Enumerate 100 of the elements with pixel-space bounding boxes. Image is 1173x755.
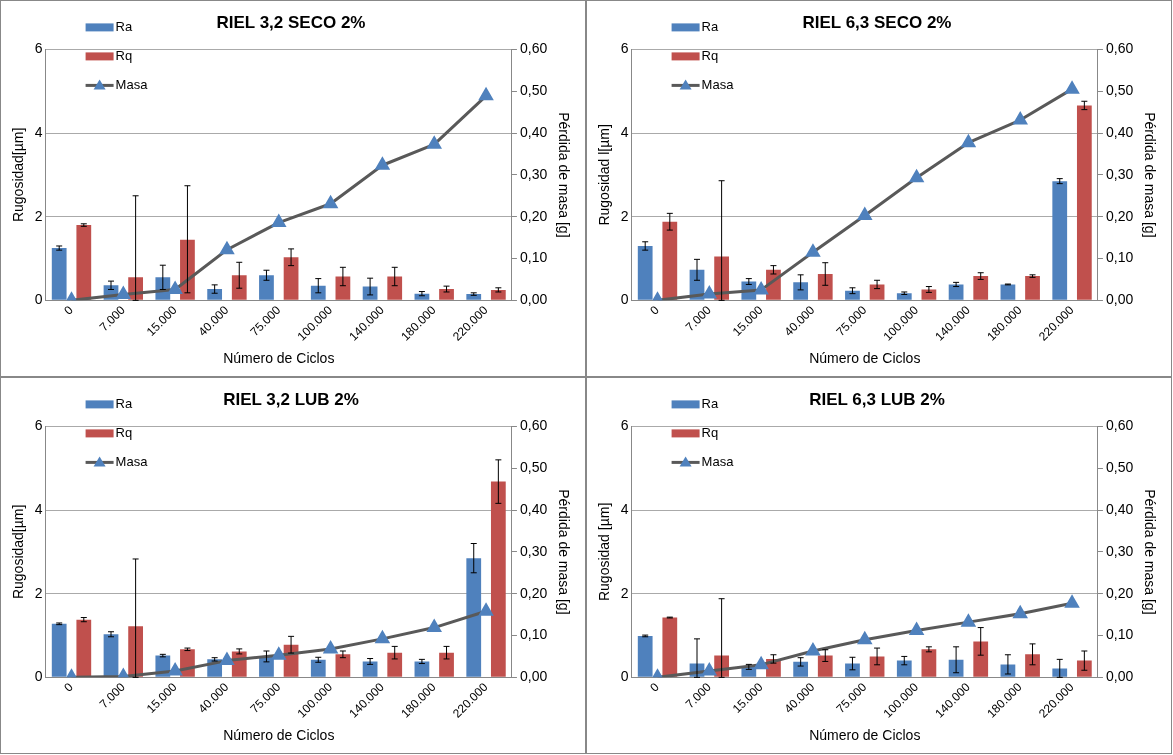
y2-tick-label: 0,10 (519, 626, 548, 643)
y2-tick-label: 0,50 (519, 459, 548, 476)
bar (76, 619, 92, 677)
legend-label: Masa (701, 76, 735, 92)
bar (362, 661, 378, 677)
y-tick-label: 4 (34, 500, 43, 517)
legend-label: Ra (115, 395, 133, 411)
bar (490, 481, 506, 677)
bar (414, 661, 430, 677)
y2-tick-label: 0,40 (519, 500, 548, 517)
y-axis-title: Rugosidad [µm] (596, 502, 613, 602)
y-tick-label: 4 (620, 123, 629, 140)
bar (817, 655, 833, 677)
bar (845, 663, 860, 677)
bar (387, 276, 403, 300)
bar (231, 275, 247, 300)
chart-title: RIEL 6,3 SECO 2% (802, 12, 952, 32)
y2-tick-label: 0,50 (1105, 82, 1134, 99)
bar (793, 282, 809, 300)
x-axis-title: Número de Ciclos (223, 350, 335, 367)
legend-label: Ra (115, 18, 133, 34)
y-axis-title: Rugosidad[µm] (10, 504, 27, 600)
bar (948, 284, 964, 300)
bar (207, 289, 223, 300)
y2-tick-label: 0,60 (1105, 40, 1134, 57)
bar (1076, 105, 1092, 300)
x-axis-title: Número de Ciclos (223, 727, 335, 744)
chart-title: RIEL 6,3 LUB 2% (809, 389, 945, 409)
y-tick-label: 6 (34, 417, 43, 434)
y2-tick-label: 0,10 (1105, 626, 1134, 643)
bar (896, 293, 912, 300)
y2-tick-label: 0,00 (519, 668, 548, 685)
bar (1025, 654, 1040, 677)
bar (283, 257, 299, 300)
bar (335, 654, 351, 677)
bar (439, 652, 454, 677)
bar (466, 294, 482, 300)
x-axis-title: Número de Ciclos (809, 350, 921, 367)
x-tick-label: 0 (647, 679, 663, 695)
bar (817, 274, 833, 300)
bar (387, 652, 403, 677)
y2-tick-label: 0,20 (519, 207, 548, 224)
bar (1052, 181, 1068, 300)
chart-title: RIEL 3,2 LUB 2% (223, 389, 359, 409)
y2-tick-label: 0,00 (1105, 668, 1134, 685)
y-axis-title: Rugosidad[µm] (10, 127, 27, 223)
x-axis-title: Número de Ciclos (809, 727, 921, 744)
y2-axis-title: Pérdida de masa [g] (555, 112, 572, 238)
y-tick-label: 4 (620, 500, 629, 517)
bar (310, 285, 326, 300)
y2-tick-label: 0,40 (519, 123, 548, 140)
legend-label: Rq (115, 424, 133, 440)
y-tick-label: 6 (620, 40, 629, 57)
bar (793, 661, 809, 677)
y2-tick-label: 0,30 (519, 165, 548, 182)
y2-tick-label: 0,40 (1105, 123, 1134, 140)
y-tick-label: 6 (34, 40, 43, 57)
bar (310, 659, 326, 677)
y2-tick-label: 0,60 (1105, 417, 1134, 434)
bar (259, 275, 274, 300)
x-tick-label: 0 (61, 302, 77, 318)
y2-tick-label: 0,00 (519, 291, 548, 308)
legend-label: Rq (701, 47, 719, 63)
y2-axis-title: Pérdida de masa [g] (1141, 489, 1158, 615)
y2-tick-label: 0,20 (1105, 207, 1134, 224)
bar (490, 289, 506, 300)
bar (869, 656, 885, 677)
bar (973, 641, 989, 677)
bar (1000, 284, 1016, 300)
legend-label: Rq (701, 424, 719, 440)
y-tick-label: 2 (34, 207, 43, 224)
y2-tick-label: 0,60 (519, 40, 548, 57)
bar (921, 289, 937, 300)
y2-tick-label: 0,40 (1105, 500, 1134, 517)
x-tick-label: 0 (61, 679, 77, 695)
bar (1076, 660, 1092, 677)
y2-tick-label: 0,00 (1105, 291, 1134, 308)
bar (973, 276, 989, 300)
legend-label: Ra (701, 18, 719, 34)
y2-tick-label: 0,30 (1105, 165, 1134, 182)
y2-tick-label: 0,30 (519, 542, 548, 559)
y-tick-label: 2 (34, 584, 43, 601)
bar (845, 290, 860, 300)
y2-tick-label: 0,50 (519, 82, 548, 99)
x-tick-label: 0 (647, 302, 663, 318)
bar (921, 649, 937, 677)
y-tick-label: 2 (620, 584, 629, 601)
y2-tick-label: 0,50 (1105, 459, 1134, 476)
bar (662, 617, 678, 677)
y-axis-title: Rugosidad l[µm] (596, 124, 613, 226)
legend-label: Masa (115, 76, 149, 92)
legend-label: Ra (701, 395, 719, 411)
bar (439, 289, 454, 300)
bar (662, 221, 678, 300)
bar (76, 225, 92, 300)
bar (1052, 668, 1068, 677)
y2-tick-label: 0,60 (519, 417, 548, 434)
y-tick-label: 6 (620, 417, 629, 434)
bar (869, 284, 885, 300)
y2-tick-label: 0,20 (519, 584, 548, 601)
